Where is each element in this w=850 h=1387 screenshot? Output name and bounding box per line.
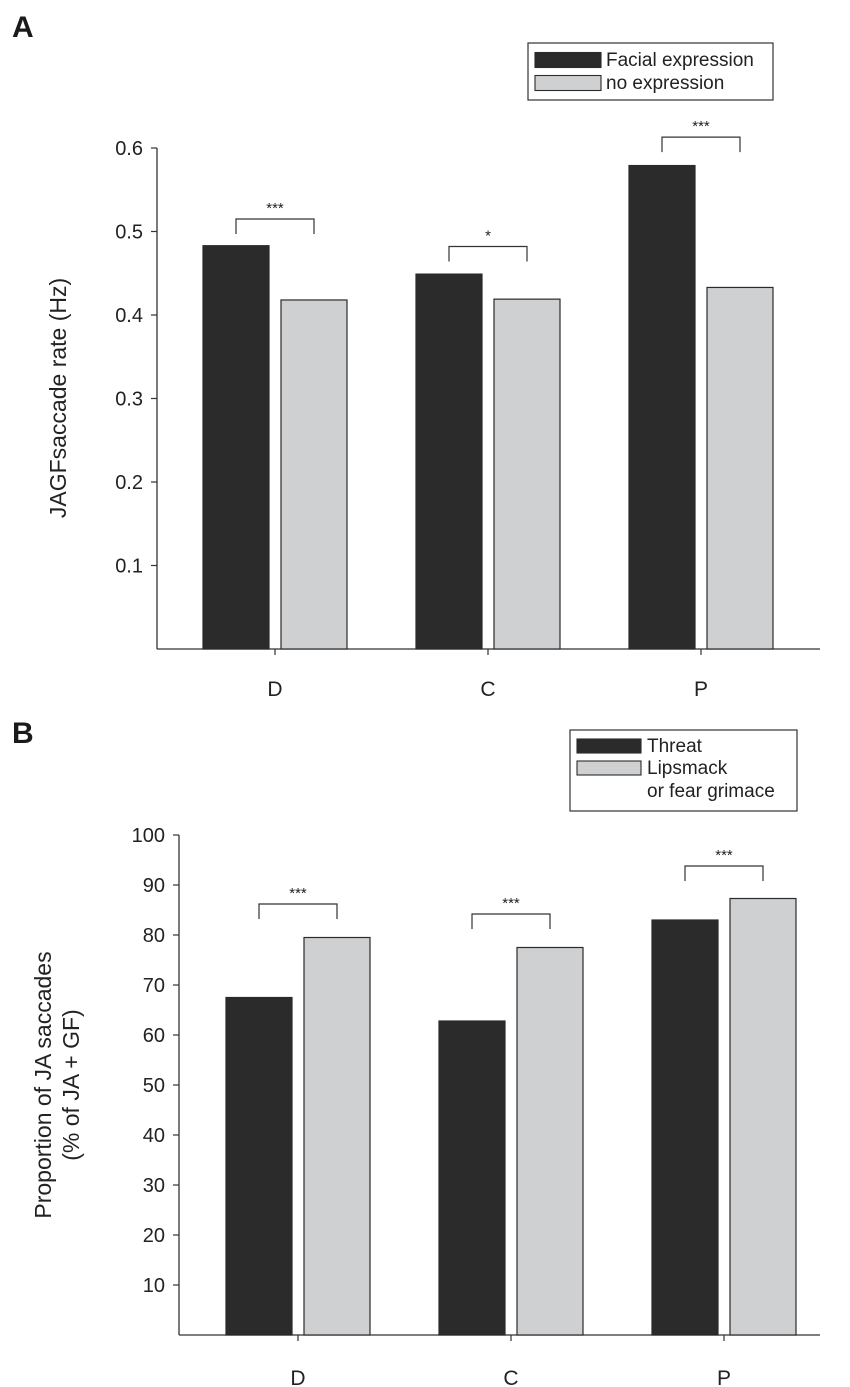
panel-b-significance-label: *** (502, 895, 520, 912)
panel-b-y-tick-label: 60 (143, 1025, 165, 1047)
panel-a-y-tick-label: 0.5 (115, 222, 143, 244)
panel-b-y-tick-label: 40 (143, 1125, 165, 1147)
panel-b-bar-p-series2 (729, 897, 797, 1336)
panel-a-bar-p-series2 (706, 286, 774, 650)
panel-a-x-tick-label: C (480, 678, 495, 701)
panel-b-significance-bracket (258, 903, 338, 919)
panel-b: B 10 20 30 40 50 60 70 80 90 100 D *** C *** P *** Propor… (12, 717, 820, 1387)
panel-b-y-axis-title-line: Proportion of JA saccades (30, 951, 56, 1218)
panel-a-bar-d-series1 (202, 245, 270, 650)
panel-b-letter: B (12, 717, 34, 750)
panel-a-legend-label-line: Facial expression (606, 50, 754, 71)
panel-a-letter: A (12, 11, 34, 44)
panel-a-significance-label: * (485, 228, 491, 245)
panel-b-x-tick-label: D (290, 1367, 305, 1387)
panel-a-y-tick-label: 0.2 (115, 472, 143, 494)
panel-b-bar-c-series2 (516, 946, 584, 1336)
panel-b-significance-label: *** (289, 885, 307, 902)
panel-b-legend-swatch (576, 738, 642, 754)
panel-a-legend-label: Facial expression (606, 50, 754, 71)
panel-a-y-tick-label: 0.4 (115, 305, 143, 327)
panel-b-bar-d-series1 (225, 996, 293, 1336)
panel-b-significance-bracket (684, 865, 764, 881)
panel-a-significance-label: *** (692, 118, 710, 135)
panel-b-y-axis-title: Proportion of JA saccades (% of JA + GF) (30, 951, 84, 1218)
panel-a-y-tick-label: 0.3 (115, 389, 143, 411)
panel-b-y-tick-label: 80 (143, 925, 165, 947)
panel-a-legend-swatch (534, 74, 602, 92)
panel-a: A 0.1 0.2 0.3 0.4 0.5 0.6 D *** C * P *** JAGFsaccade… (12, 11, 820, 701)
panel-a-y-axis-title: JAGFsaccade rate (Hz) (45, 278, 71, 518)
panel-a-y-tick-label: 0.1 (115, 556, 143, 578)
panel-b-x-tick-label: P (717, 1367, 731, 1387)
panel-a-bar-d-series2 (280, 299, 348, 650)
panel-a-significance-label: *** (266, 200, 284, 217)
panel-b-legend-swatch (576, 760, 642, 776)
panel-b-y-tick-label: 50 (143, 1075, 165, 1097)
panel-b-bar-c-series1 (438, 1020, 506, 1336)
panel-b-y-tick-label: 10 (143, 1275, 165, 1297)
panel-b-legend-label: Threat (647, 736, 703, 757)
panel-a-legend-swatch (534, 51, 602, 69)
panel-b-y-tick-label: 30 (143, 1175, 165, 1197)
panel-a-y-axis-title-text: JAGFsaccade rate (Hz) (45, 278, 71, 518)
panel-b-y-axis-title-line: (% of JA + GF) (58, 1009, 84, 1160)
panel-b-legend-label-line: Lipsmack (647, 758, 728, 779)
panel-a-legend-label: no expression (606, 73, 724, 94)
panel-b-bar-p-series1 (651, 919, 719, 1336)
panel-b-y-tick-label: 20 (143, 1225, 165, 1247)
panel-a-x-tick-label: D (267, 678, 282, 701)
panel-b-legend-label-line: Threat (647, 736, 703, 757)
panel-a-legend-label-line: no expression (606, 73, 724, 94)
panel-a-bar-c-series1 (415, 273, 483, 650)
panel-b-y-tick-label: 100 (132, 825, 165, 847)
panel-a-bar-c-series2 (493, 298, 561, 650)
panel-a-significance-bracket (661, 136, 741, 153)
panel-b-legend-label-line: or fear grimace (647, 781, 775, 802)
panel-b-significance-label: *** (715, 847, 733, 864)
panel-a-significance-bracket (448, 245, 528, 262)
panel-b-legend-label: Lipsmack or fear grimace (647, 758, 775, 802)
panel-b-bar-d-series2 (303, 936, 371, 1336)
panel-b-y-tick-label: 90 (143, 875, 165, 897)
panel-b-x-tick-label: C (503, 1367, 518, 1387)
panel-b-significance-bracket (471, 913, 551, 929)
panel-b-y-tick-label: 70 (143, 975, 165, 997)
panel-a-bar-p-series1 (628, 164, 696, 650)
panel-a-x-tick-label: P (694, 678, 708, 701)
panel-a-y-tick-label: 0.6 (115, 138, 143, 160)
panel-a-significance-bracket (235, 218, 315, 234)
